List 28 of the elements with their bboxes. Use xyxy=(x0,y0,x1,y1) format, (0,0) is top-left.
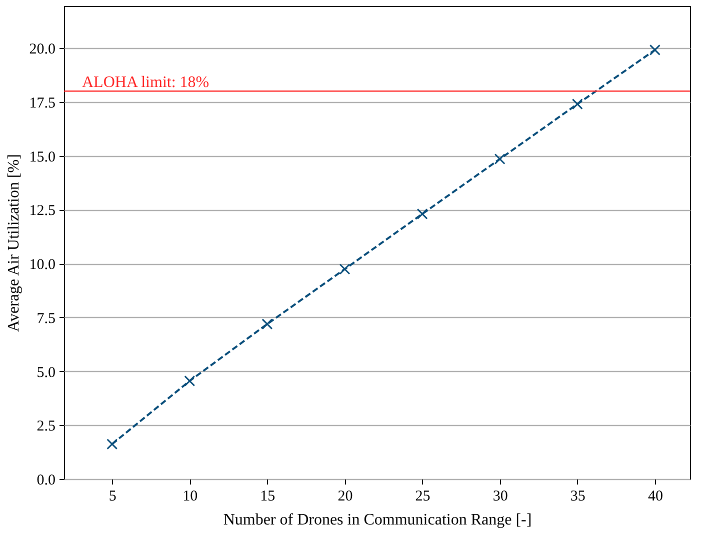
y-tick-label: 15.0 xyxy=(29,149,56,166)
y-tick-label: 10.0 xyxy=(29,257,56,274)
point xyxy=(572,98,583,110)
x-tick-label: 15 xyxy=(260,488,276,504)
point xyxy=(494,154,506,164)
x-axis-title: Number of Drones in Communication Range [-] xyxy=(223,512,532,528)
x-tick-label: 40 xyxy=(648,488,663,504)
y-tick-label: 5.0 xyxy=(36,364,56,381)
x-tick-label: 35 xyxy=(570,488,586,504)
x-tick-label: 20 xyxy=(338,488,353,504)
y-tick-label: 7.5 xyxy=(36,310,56,327)
y-axis-title: Average Air Utilization [%] xyxy=(5,154,22,332)
y-tick-label: 17.5 xyxy=(29,95,56,112)
point xyxy=(649,44,660,56)
y-tick-label: 20.0 xyxy=(29,42,56,58)
x-tick-label: 10 xyxy=(182,488,198,504)
ref-line-label: ALOHA limit: 18% xyxy=(82,74,210,92)
x-tick-label: 30 xyxy=(492,488,508,504)
point xyxy=(106,438,118,450)
x-tick-label: 5 xyxy=(108,488,116,504)
y-tick-label: 2.5 xyxy=(36,418,56,435)
y-tick-label: 0.0 xyxy=(36,472,56,488)
x-tick-label: 25 xyxy=(415,488,430,504)
point xyxy=(184,375,196,386)
point xyxy=(416,208,428,220)
y-tick-label: 12.5 xyxy=(29,203,56,220)
point xyxy=(339,264,350,275)
point xyxy=(262,318,273,330)
